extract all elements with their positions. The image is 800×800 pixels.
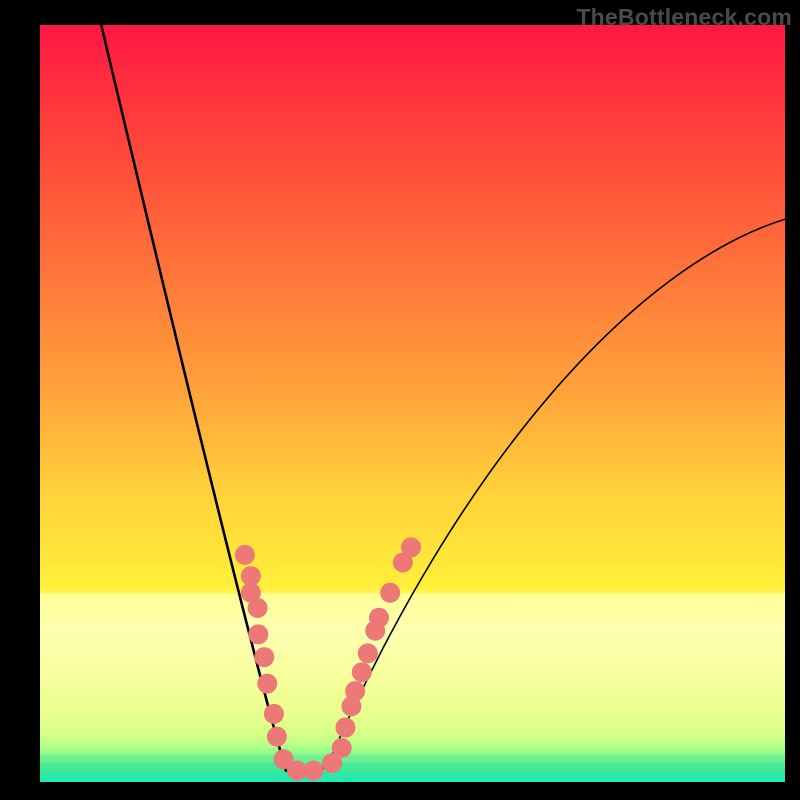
bottleneck-chart (0, 0, 800, 800)
gradient-band (40, 748, 785, 751)
gradient-band (40, 763, 785, 767)
gradient-plot-area (40, 25, 785, 782)
data-point (303, 761, 323, 781)
chart-frame: TheBottleneck.com (0, 0, 800, 800)
data-point (345, 681, 365, 701)
data-point (358, 643, 378, 663)
data-point (248, 598, 268, 618)
gradient-band (40, 756, 785, 760)
data-point (254, 647, 274, 667)
data-point (235, 545, 255, 565)
data-point (369, 608, 389, 628)
data-point (264, 704, 284, 724)
data-point (248, 624, 268, 644)
data-point (332, 738, 352, 758)
data-point (257, 674, 277, 694)
watermark-text: TheBottleneck.com (576, 4, 792, 31)
data-point (335, 717, 355, 737)
data-point (380, 583, 400, 603)
data-point (352, 662, 372, 682)
data-point (267, 727, 287, 747)
data-point (401, 537, 421, 557)
